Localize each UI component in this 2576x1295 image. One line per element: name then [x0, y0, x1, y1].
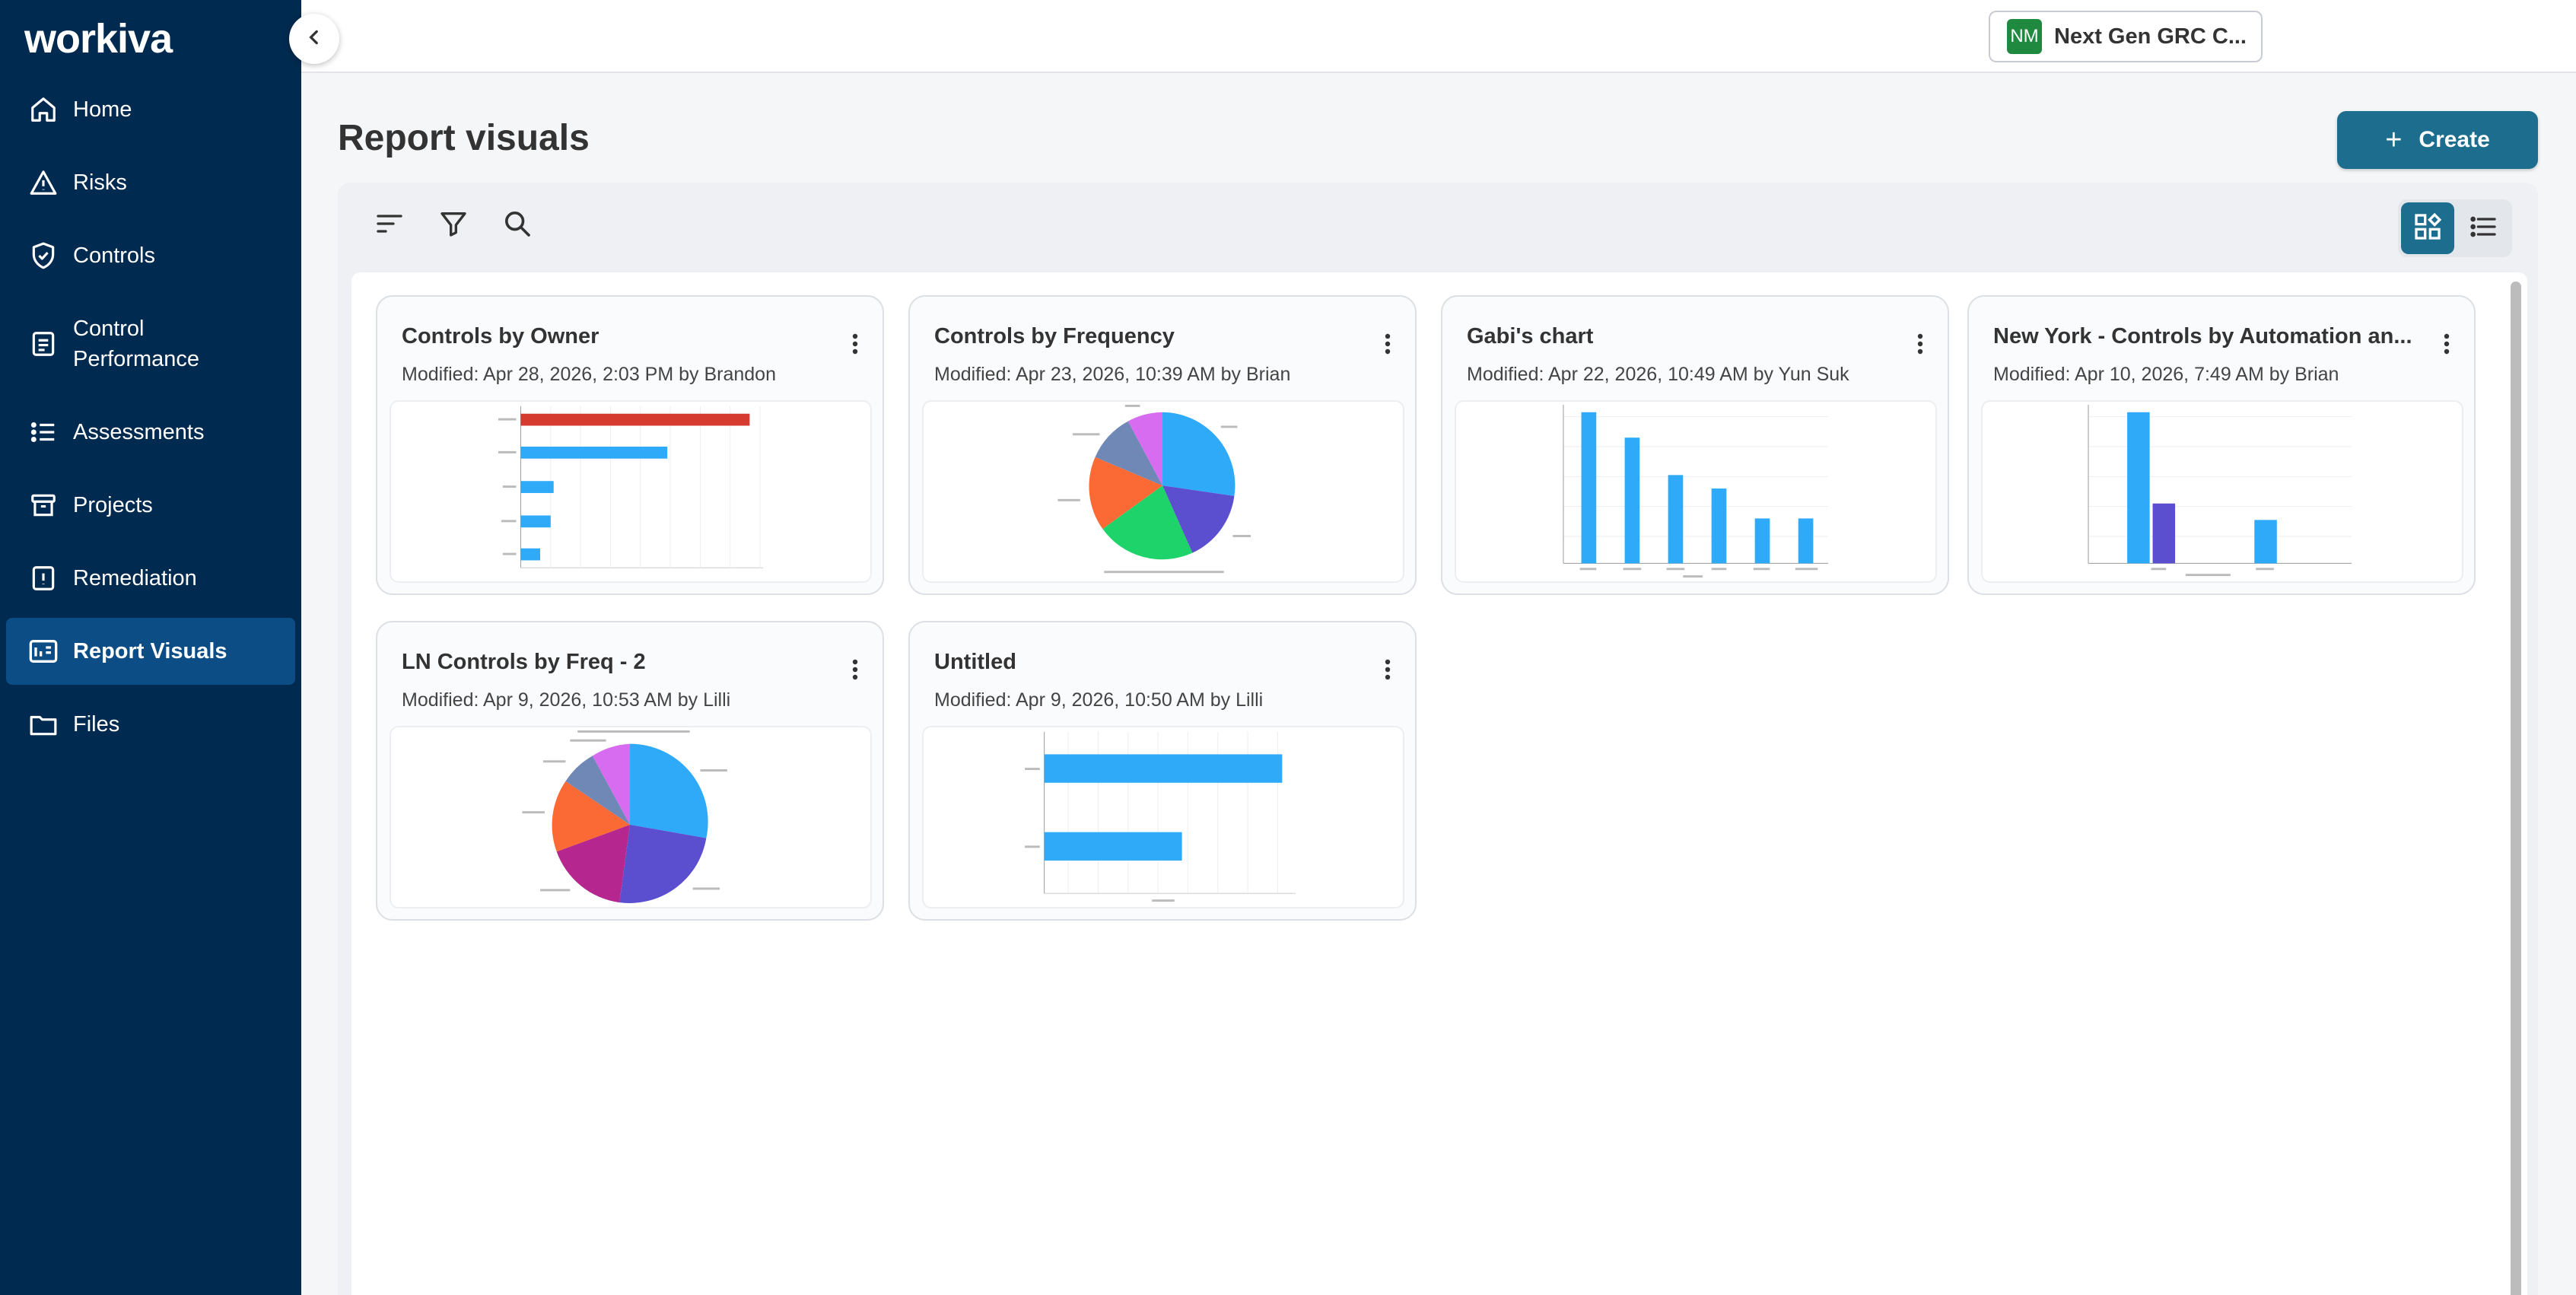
more-options-button[interactable] — [1375, 330, 1400, 361]
kebab-menu-icon — [852, 333, 858, 358]
checklist-icon — [26, 415, 61, 450]
more-options-button[interactable] — [843, 656, 867, 686]
pie-chart-thumbnail — [522, 730, 727, 903]
kebab-menu-icon — [852, 659, 858, 684]
org-name: Next Gen GRC C... — [2054, 24, 2247, 49]
sidebar-item-label: Projects — [73, 493, 153, 517]
horizontal-bar-chart-thumbnail — [1025, 731, 1296, 902]
sidebar-item-files[interactable]: Files — [6, 706, 295, 743]
clipboard-icon — [26, 326, 61, 361]
chart-thumbnail — [390, 726, 872, 908]
visual-title: Controls by Owner — [402, 324, 599, 348]
warning-icon — [26, 165, 61, 200]
visual-modified: Modified: Apr 9, 2026, 10:50 AM by Lilli — [934, 689, 1264, 711]
report-icon — [26, 634, 61, 669]
alert-clipboard-icon — [26, 561, 61, 596]
filter-button[interactable] — [434, 205, 473, 245]
more-options-button[interactable] — [2434, 330, 2459, 361]
list-view-button[interactable] — [2457, 202, 2509, 254]
kebab-menu-icon — [1385, 659, 1391, 684]
kebab-menu-icon — [2444, 333, 2450, 358]
create-button[interactable]: + Create — [2337, 111, 2538, 169]
visual-title: New York - Controls by Automation an... — [1993, 324, 2412, 348]
collapse-sidebar-button[interactable] — [289, 14, 339, 64]
chart-thumbnail — [1455, 400, 1937, 583]
visual-card[interactable]: Gabi's chart Modified: Apr 22, 2026, 10:… — [1441, 295, 1949, 595]
sidebar-item-label: Controls — [73, 243, 155, 268]
visual-title: LN Controls by Freq - 2 — [402, 650, 646, 674]
shield-check-icon — [26, 238, 61, 273]
horizontal-bar-chart-thumbnail — [498, 406, 764, 568]
grid-view-button[interactable] — [2401, 202, 2454, 254]
sidebar-item-label: Remediation — [73, 566, 197, 590]
visuals-grid: Controls by Owner Modified: Apr 28, 2026… — [351, 272, 2527, 1295]
kebab-menu-icon — [1385, 333, 1391, 358]
vertical-bar-chart-thumbnail — [2088, 404, 2352, 577]
filter-icon — [438, 208, 469, 243]
sidebar: workiva Home Risks Controls Control Perf… — [0, 0, 301, 1295]
visual-modified: Modified: Apr 9, 2026, 10:53 AM by Lilli — [402, 689, 731, 711]
sidebar-item-label: Files — [73, 712, 120, 737]
sidebar-item-remediation[interactable]: Remediation — [6, 560, 295, 597]
more-options-button[interactable] — [843, 330, 867, 361]
vertical-bar-chart-thumbnail — [1563, 404, 1829, 578]
sidebar-item-risks[interactable]: Risks — [6, 164, 295, 201]
visual-card[interactable]: Controls by Owner Modified: Apr 28, 2026… — [376, 295, 884, 595]
sidebar-item-label: Assessments — [73, 420, 205, 444]
chart-thumbnail — [922, 726, 1404, 908]
chevron-left-icon — [304, 27, 324, 51]
visual-title: Gabi's chart — [1467, 324, 1594, 348]
kebab-menu-icon — [1917, 333, 1923, 358]
visual-title: Untitled — [934, 650, 1016, 674]
sidebar-item-projects[interactable]: Projects — [6, 487, 295, 523]
visual-card[interactable]: Controls by Frequency Modified: Apr 23, … — [908, 295, 1417, 595]
sidebar-item-home[interactable]: Home — [6, 91, 295, 128]
visual-modified: Modified: Apr 10, 2026, 7:49 AM by Brian — [1993, 364, 2339, 385]
chart-thumbnail — [922, 400, 1404, 583]
scrollbar[interactable] — [2511, 282, 2521, 1295]
more-options-button[interactable] — [1908, 330, 1932, 361]
visual-card[interactable]: Untitled Modified: Apr 9, 2026, 10:50 AM… — [908, 621, 1417, 921]
sidebar-item-assessments[interactable]: Assessments — [6, 414, 295, 450]
org-avatar: NM — [2007, 19, 2042, 54]
list-view-icon — [2468, 212, 2498, 246]
visual-modified: Modified: Apr 23, 2026, 10:39 AM by Bria… — [934, 364, 1291, 385]
more-options-button[interactable] — [1375, 656, 1400, 686]
page-title: Report visuals — [338, 118, 590, 158]
sidebar-item-label: Report Visuals — [73, 639, 227, 663]
folder-icon — [26, 707, 61, 742]
visual-modified: Modified: Apr 22, 2026, 10:49 AM by Yun … — [1467, 364, 1849, 385]
chart-thumbnail — [390, 400, 872, 583]
pie-chart-thumbnail — [1057, 404, 1251, 574]
create-label: Create — [2419, 127, 2490, 152]
visual-card[interactable]: New York - Controls by Automation an... … — [1967, 295, 2476, 595]
home-icon — [26, 92, 61, 127]
sort-icon — [374, 208, 405, 243]
search-button[interactable] — [498, 205, 537, 245]
sidebar-item-report-visuals[interactable]: Report Visuals — [6, 618, 295, 685]
visuals-panel: Controls by Owner Modified: Apr 28, 2026… — [338, 183, 2538, 1295]
visual-card[interactable]: LN Controls by Freq - 2 Modified: Apr 9,… — [376, 621, 884, 921]
visual-title: Controls by Frequency — [934, 324, 1175, 348]
search-icon — [502, 208, 533, 243]
chart-thumbnail — [1981, 400, 2463, 583]
sidebar-item-label: Control Performance — [73, 317, 200, 371]
sort-button[interactable] — [370, 205, 409, 245]
org-switcher[interactable]: NM Next Gen GRC C... — [1989, 11, 2263, 62]
view-toggle — [2398, 199, 2512, 257]
sidebar-item-controls[interactable]: Controls — [6, 237, 295, 274]
sidebar-item-label: Risks — [73, 170, 127, 195]
sidebar-item-control-performance[interactable]: Control Performance — [6, 310, 295, 377]
grid-view-icon — [2412, 212, 2443, 246]
sidebar-item-label: Home — [73, 97, 132, 122]
plus-icon: + — [2385, 123, 2403, 156]
visual-modified: Modified: Apr 28, 2026, 2:03 PM by Brand… — [402, 364, 776, 385]
archive-box-icon — [26, 488, 61, 523]
workiva-logo[interactable]: workiva — [24, 16, 173, 62]
